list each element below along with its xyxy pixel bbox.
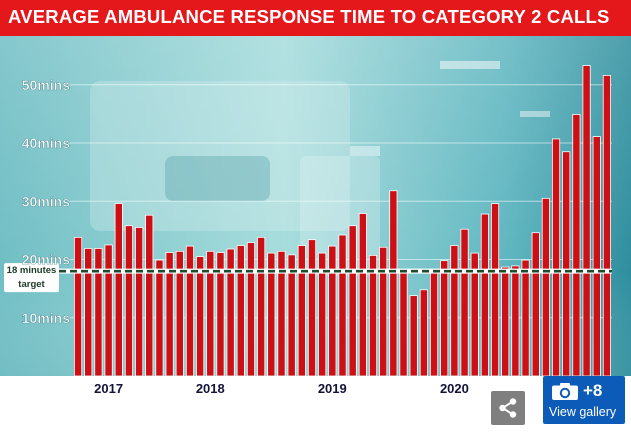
bar [399, 269, 408, 377]
bar [460, 228, 469, 377]
bar [196, 256, 205, 377]
gallery-count: +8 [583, 381, 603, 400]
bar [552, 138, 561, 377]
bar [348, 225, 357, 377]
camera-icon [552, 383, 578, 400]
bar [409, 295, 418, 377]
bar [450, 245, 459, 377]
bar [562, 151, 571, 377]
bar [155, 259, 164, 377]
bar [511, 265, 520, 377]
bar [440, 260, 449, 377]
bar [145, 214, 154, 377]
bar [104, 244, 113, 377]
bar [592, 136, 601, 377]
bar [185, 245, 195, 377]
y-tick-label: 40mins [22, 135, 70, 151]
bar [572, 114, 581, 377]
gallery-label: View gallery [549, 405, 617, 419]
x-tick-label: 2019 [318, 381, 347, 396]
bar [94, 248, 103, 377]
x-tick-label: 2017 [94, 381, 123, 396]
bar [490, 203, 500, 377]
bar [358, 213, 367, 377]
bar [114, 203, 123, 377]
y-tick-label: 20mins [22, 252, 70, 268]
bar [429, 272, 439, 377]
bar [338, 234, 347, 377]
bar [297, 245, 306, 377]
bar [226, 248, 235, 377]
bar [135, 227, 144, 377]
bar [419, 289, 428, 377]
x-tick-label: 2020 [440, 381, 469, 396]
x-tick-label: 2018 [196, 381, 225, 396]
view-gallery-button[interactable]: +8 View gallery [543, 376, 625, 424]
x-axis-band [0, 376, 631, 432]
bar [582, 65, 591, 377]
bar [257, 236, 266, 377]
bar [124, 225, 133, 377]
bar [480, 213, 489, 377]
bar [389, 190, 398, 377]
bar [74, 236, 83, 377]
y-tick-label: 30mins [22, 193, 70, 209]
title-bar: AVERAGE AMBULANCE RESPONSE TIME TO CATEG… [0, 0, 631, 36]
y-tick-label: 10mins [22, 310, 70, 326]
bar [328, 245, 337, 377]
chart: 18 minutes target 10mins 20mins 30mins 40min… [0, 36, 631, 432]
bar [379, 246, 388, 377]
target-label: 18 minutes [7, 265, 57, 276]
share-icon [499, 398, 517, 418]
bar [521, 259, 530, 377]
target-label-box [4, 263, 59, 293]
bar [84, 248, 93, 377]
bar [531, 232, 540, 377]
bar [307, 239, 317, 377]
share-button[interactable] [491, 391, 525, 425]
bar [236, 245, 245, 377]
y-tick-label: 50mins [22, 77, 70, 93]
target-label: target [18, 279, 45, 290]
bar [541, 197, 550, 377]
bar [501, 266, 510, 377]
chart-title: AVERAGE AMBULANCE RESPONSE TIME TO CATEG… [8, 6, 610, 27]
bar [246, 242, 256, 377]
bar [602, 75, 611, 377]
